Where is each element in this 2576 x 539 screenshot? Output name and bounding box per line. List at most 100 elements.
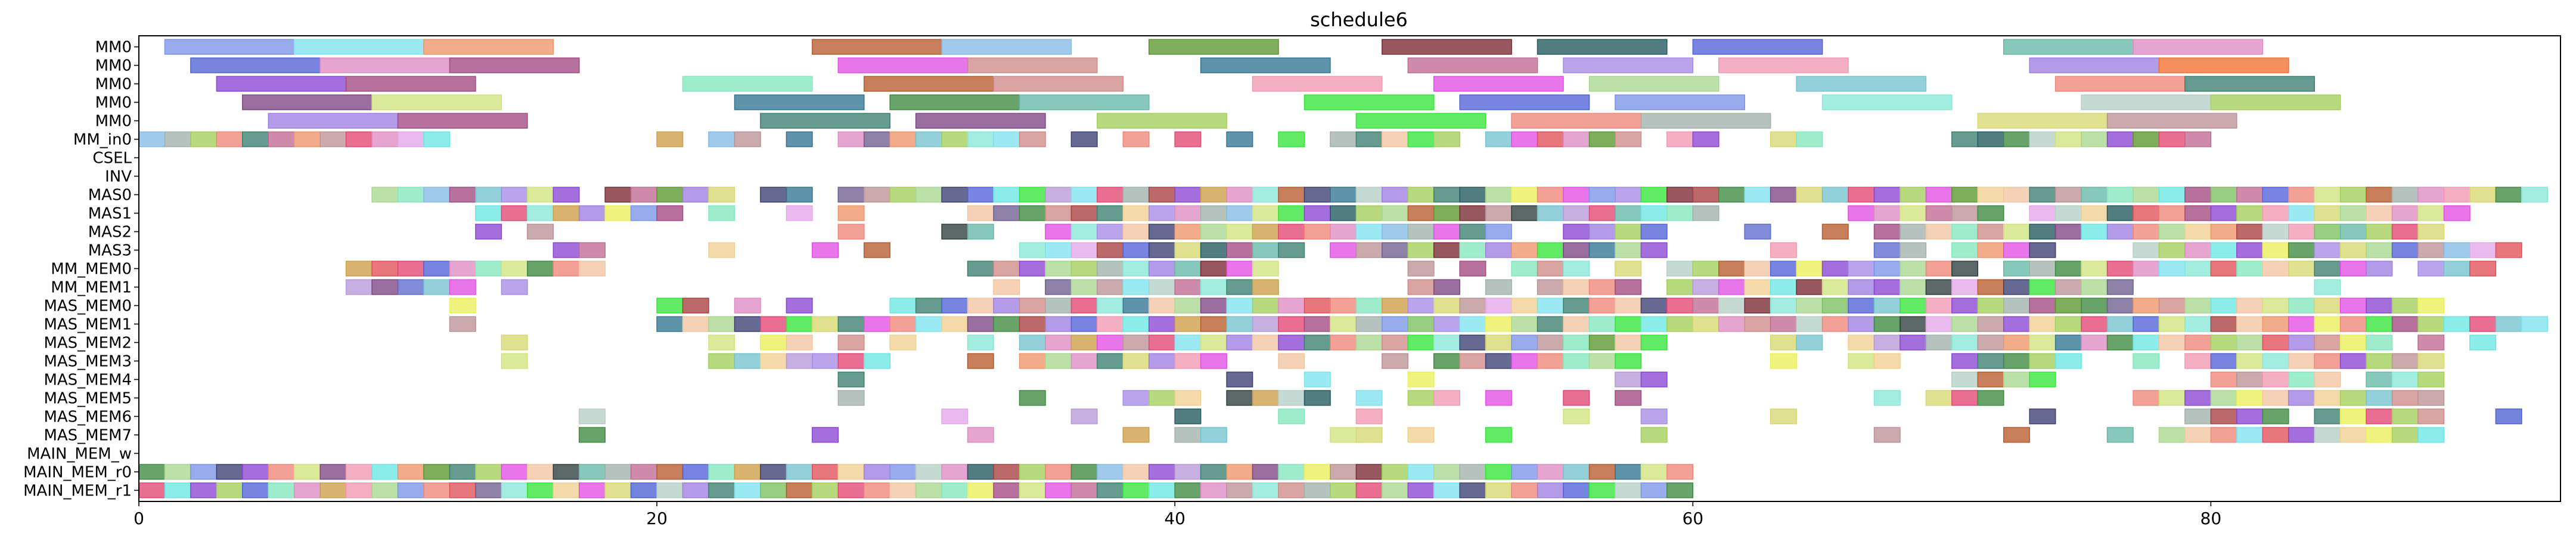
task-bar (1459, 482, 1486, 498)
task-bar (1485, 131, 1512, 147)
task-bar (1355, 482, 1383, 498)
task-bar (682, 482, 709, 498)
task-bar (1407, 371, 1435, 388)
task-bar (1848, 261, 1875, 277)
task-bar (2003, 261, 2030, 277)
task-bar (1873, 205, 1901, 221)
task-bar (138, 131, 166, 147)
task-bar (2339, 334, 2367, 351)
task-bar (138, 482, 166, 498)
task-bar (993, 187, 1020, 203)
task-bar (630, 464, 657, 480)
task-bar (1511, 205, 1538, 221)
task-bar (967, 261, 994, 277)
task-bar (2366, 242, 2393, 258)
task-bar (863, 482, 890, 498)
task-bar (2158, 390, 2186, 406)
task-bar (760, 482, 787, 498)
task-bar (2366, 316, 2393, 332)
task-bar (1873, 187, 1901, 203)
task-bar (1718, 298, 1745, 314)
task-bar (1382, 224, 1409, 240)
task-bar (863, 242, 890, 258)
task-bar (1407, 187, 1435, 203)
task-bar (1019, 261, 1046, 277)
task-bar (993, 261, 1020, 277)
task-bar (1692, 131, 1720, 147)
task-bar (1382, 464, 1409, 480)
task-bar (1355, 131, 1383, 147)
task-bar (242, 131, 269, 147)
task-bar (1666, 187, 1694, 203)
task-bar (2236, 408, 2264, 425)
task-bar (2106, 298, 2134, 314)
task-bar (1615, 371, 1642, 388)
task-bar (2029, 298, 2056, 314)
task-bar (1977, 131, 2004, 147)
task-bar (527, 205, 554, 221)
task-bar (1200, 205, 1227, 221)
task-bar (1174, 408, 1202, 425)
task-bar (2054, 298, 2082, 314)
task-bar (138, 464, 166, 480)
task-bar (1070, 353, 1098, 369)
task-bar (1666, 464, 1694, 480)
task-bar (397, 131, 424, 147)
task-bar (2133, 316, 2160, 332)
task-bar (2210, 242, 2237, 258)
task-bar (1407, 57, 1538, 73)
task-bar (1174, 205, 1202, 221)
task-bar (2366, 187, 2393, 203)
task-bar (1226, 205, 1253, 221)
task-bar (812, 464, 839, 480)
task-bar (1303, 390, 1331, 406)
task-bar (1873, 224, 1901, 240)
task-bar (2391, 224, 2419, 240)
task-bar (1485, 482, 1512, 498)
task-bar (2081, 298, 2108, 314)
task-bar (501, 205, 528, 221)
task-bar (967, 353, 994, 369)
task-bar (837, 131, 865, 147)
task-bar (2262, 353, 2289, 369)
task-bar (527, 464, 554, 480)
task-bar (1925, 224, 1953, 240)
task-bar (553, 464, 580, 480)
task-bar (2288, 390, 2315, 406)
task-bar (1563, 390, 1590, 406)
task-bar (2133, 131, 2160, 147)
task-bar (216, 76, 347, 92)
task-bar (1563, 187, 1590, 203)
task-bar (1588, 316, 1616, 332)
task-bar (475, 187, 502, 203)
task-bar (1537, 279, 1564, 295)
task-bar (2158, 131, 2186, 147)
task-bar (319, 482, 347, 498)
task-bar (1303, 464, 1331, 480)
task-bar (371, 261, 399, 277)
task-bar (2158, 298, 2186, 314)
task-bar (423, 482, 451, 498)
task-bar (2054, 261, 2082, 277)
task-bar (2339, 408, 2367, 425)
task-bar (1252, 464, 1279, 480)
task-bar (2236, 427, 2264, 443)
task-bar (1278, 353, 1305, 369)
task-bar (1692, 279, 1720, 295)
task-bar (1666, 298, 1694, 314)
task-bar (760, 316, 787, 332)
task-bar (1174, 242, 1202, 258)
task-bar (967, 298, 994, 314)
task-bar (1485, 353, 1512, 369)
task-bar (1045, 187, 1072, 203)
task-bar (863, 187, 890, 203)
task-bar (1511, 261, 1538, 277)
task-bar (164, 131, 191, 147)
task-bar (1407, 334, 1435, 351)
task-bar (2469, 242, 2497, 258)
task-bar (2054, 353, 2082, 369)
task-bar (1537, 464, 1564, 480)
task-bar (1718, 57, 1849, 73)
task-bar (1848, 205, 1875, 221)
task-bar (2236, 371, 2264, 388)
